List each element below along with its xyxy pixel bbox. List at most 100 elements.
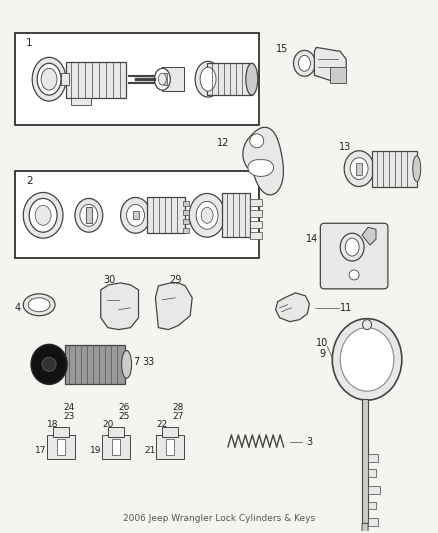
FancyBboxPatch shape bbox=[320, 223, 388, 289]
Ellipse shape bbox=[298, 55, 311, 71]
Bar bbox=[183, 211, 189, 215]
Ellipse shape bbox=[159, 73, 166, 85]
Text: Jeep: Jeep bbox=[354, 358, 380, 368]
Ellipse shape bbox=[80, 204, 98, 226]
Text: 22: 22 bbox=[157, 421, 168, 430]
Bar bbox=[61, 73, 69, 85]
Bar bbox=[133, 212, 138, 219]
Ellipse shape bbox=[28, 298, 50, 312]
Text: 30: 30 bbox=[103, 275, 116, 285]
Text: 33: 33 bbox=[142, 358, 155, 367]
Ellipse shape bbox=[23, 192, 63, 238]
Bar bbox=[183, 219, 189, 224]
Text: 4: 4 bbox=[14, 303, 20, 313]
Ellipse shape bbox=[37, 63, 61, 95]
Bar bbox=[207, 63, 252, 95]
Ellipse shape bbox=[345, 238, 359, 256]
Polygon shape bbox=[155, 283, 192, 329]
Ellipse shape bbox=[127, 204, 145, 226]
Bar bbox=[15, 171, 259, 258]
Ellipse shape bbox=[42, 358, 56, 372]
Text: 3: 3 bbox=[306, 437, 312, 447]
Polygon shape bbox=[362, 227, 376, 245]
Bar bbox=[71, 98, 91, 105]
Bar bbox=[86, 207, 92, 223]
Text: 29: 29 bbox=[169, 275, 181, 285]
Bar bbox=[112, 439, 120, 455]
Text: 27: 27 bbox=[173, 411, 184, 421]
Ellipse shape bbox=[32, 58, 66, 101]
Polygon shape bbox=[362, 523, 368, 533]
Ellipse shape bbox=[195, 61, 221, 97]
Bar bbox=[356, 163, 362, 175]
Ellipse shape bbox=[246, 63, 258, 95]
Text: 15: 15 bbox=[276, 44, 289, 54]
Text: 26: 26 bbox=[118, 402, 129, 411]
Bar bbox=[372, 151, 417, 187]
Ellipse shape bbox=[200, 67, 216, 91]
Bar bbox=[163, 73, 167, 85]
Bar bbox=[108, 427, 124, 437]
Circle shape bbox=[349, 270, 359, 280]
Ellipse shape bbox=[293, 51, 315, 76]
Ellipse shape bbox=[340, 328, 394, 391]
Bar bbox=[368, 469, 376, 477]
Ellipse shape bbox=[363, 320, 371, 329]
Ellipse shape bbox=[189, 193, 225, 237]
Bar bbox=[250, 199, 262, 206]
Text: 2: 2 bbox=[26, 175, 32, 185]
Polygon shape bbox=[314, 47, 346, 81]
Ellipse shape bbox=[332, 319, 402, 400]
Bar bbox=[102, 435, 130, 459]
Ellipse shape bbox=[196, 201, 218, 229]
Ellipse shape bbox=[41, 68, 57, 90]
Bar bbox=[250, 232, 262, 239]
Ellipse shape bbox=[344, 151, 374, 187]
Ellipse shape bbox=[340, 233, 364, 261]
Bar bbox=[368, 519, 378, 527]
Text: 28: 28 bbox=[173, 402, 184, 411]
Bar bbox=[222, 193, 250, 237]
Text: 2006 Jeep Wrangler Lock Cylinders & Keys: 2006 Jeep Wrangler Lock Cylinders & Keys bbox=[123, 514, 315, 523]
Text: 19: 19 bbox=[90, 446, 102, 455]
Ellipse shape bbox=[120, 197, 150, 233]
Bar bbox=[162, 427, 178, 437]
Ellipse shape bbox=[31, 344, 67, 384]
Bar bbox=[66, 62, 126, 98]
Bar bbox=[148, 197, 185, 233]
Text: 14: 14 bbox=[306, 234, 318, 244]
Bar bbox=[368, 486, 380, 494]
Bar bbox=[368, 502, 376, 510]
Text: 13: 13 bbox=[339, 142, 351, 152]
Text: 12: 12 bbox=[217, 138, 229, 148]
Ellipse shape bbox=[23, 294, 55, 316]
Ellipse shape bbox=[201, 207, 213, 223]
Bar bbox=[362, 399, 368, 523]
Text: 1: 1 bbox=[26, 38, 32, 49]
Bar bbox=[57, 439, 65, 455]
Ellipse shape bbox=[155, 68, 170, 90]
Polygon shape bbox=[101, 283, 138, 329]
Circle shape bbox=[250, 134, 264, 148]
Bar bbox=[65, 344, 124, 384]
Text: 23: 23 bbox=[63, 411, 74, 421]
Polygon shape bbox=[243, 127, 283, 195]
Ellipse shape bbox=[350, 158, 368, 180]
Bar bbox=[15, 34, 259, 125]
Bar bbox=[183, 201, 189, 206]
Bar bbox=[166, 439, 174, 455]
Ellipse shape bbox=[35, 205, 51, 225]
Bar bbox=[250, 211, 262, 217]
Bar bbox=[183, 228, 189, 233]
Bar bbox=[47, 435, 75, 459]
Bar bbox=[368, 454, 378, 462]
Text: 17: 17 bbox=[35, 446, 47, 455]
Text: 24: 24 bbox=[64, 402, 74, 411]
Bar bbox=[330, 67, 346, 83]
Bar bbox=[162, 67, 184, 91]
Text: 10: 10 bbox=[316, 337, 328, 348]
Text: 25: 25 bbox=[118, 411, 129, 421]
Bar bbox=[156, 435, 184, 459]
Text: 9: 9 bbox=[319, 350, 325, 359]
Polygon shape bbox=[248, 160, 273, 176]
